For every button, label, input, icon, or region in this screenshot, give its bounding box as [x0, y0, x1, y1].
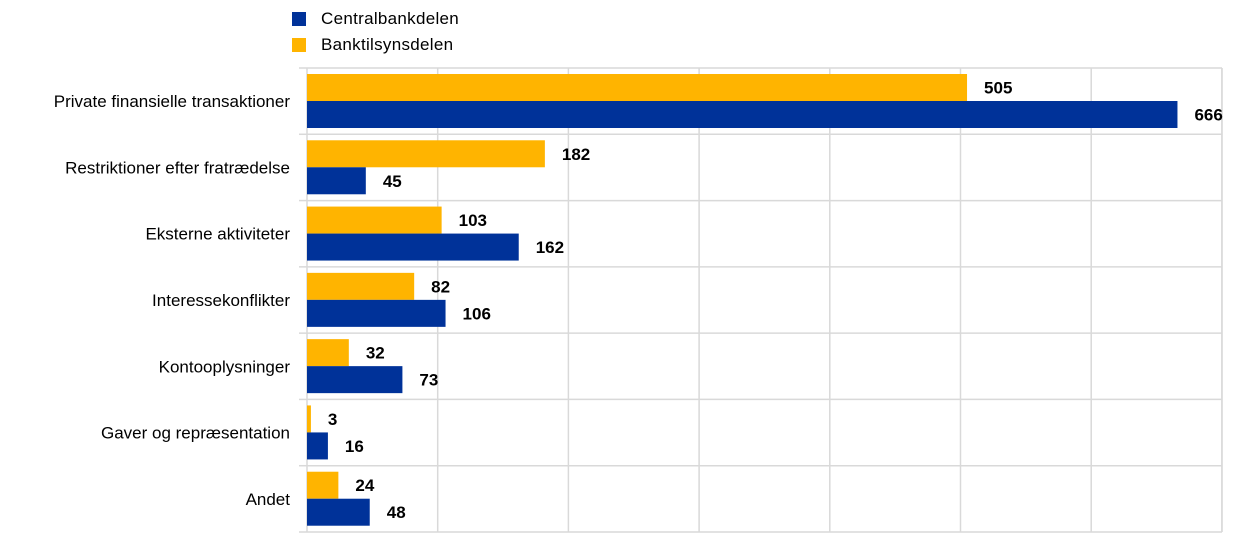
data-label: 45	[383, 172, 402, 191]
category-label: Eksterne aktiviteter	[145, 225, 290, 244]
legend-swatch-banktilsynsdelen	[292, 38, 306, 52]
data-label: 103	[459, 211, 487, 230]
chart-legend: Centralbankdelen Banktilsynsdelen	[292, 6, 459, 58]
data-label: 106	[463, 304, 491, 323]
bar-banktilsynsdelen	[307, 74, 968, 101]
category-label: Interessekonflikter	[152, 291, 290, 310]
legend-label-centralbankdelen: Centralbankdelen	[321, 9, 460, 28]
category-label: Gaver og repræsentation	[101, 424, 290, 443]
bar-banktilsynsdelen	[307, 471, 339, 499]
bar-centralbankdelen	[307, 101, 1178, 128]
category-label: Restriktioner efter fratrædelse	[65, 158, 290, 177]
bar-banktilsynsdelen	[307, 339, 349, 367]
data-label: 73	[419, 371, 438, 390]
bar-centralbankdelen	[307, 167, 366, 195]
data-label: 82	[431, 277, 450, 296]
data-label: 32	[366, 344, 385, 363]
legend-swatch-centralbankdelen	[292, 12, 306, 26]
category-label: Private finansielle transaktioner	[54, 92, 291, 111]
data-label: 3	[328, 410, 337, 429]
data-label: 24	[355, 476, 374, 495]
bar-banktilsynsdelen	[307, 272, 415, 300]
bar-centralbankdelen	[307, 299, 446, 327]
data-label: 48	[387, 503, 406, 522]
legend-item-banktilsynsdelen: Banktilsynsdelen	[292, 32, 459, 58]
data-label: 16	[345, 437, 364, 456]
bar-centralbankdelen	[307, 432, 328, 460]
data-label: 666	[1194, 106, 1222, 125]
bar-banktilsynsdelen	[307, 206, 442, 234]
category-label: Kontooplysninger	[159, 357, 291, 376]
data-label: 505	[984, 79, 1012, 98]
legend-label-banktilsynsdelen: Banktilsynsdelen	[321, 35, 454, 54]
legend-item-centralbankdelen: Centralbankdelen	[292, 6, 459, 32]
bar-centralbankdelen	[307, 366, 403, 394]
data-label: 162	[536, 238, 564, 257]
bar-banktilsynsdelen	[307, 140, 545, 168]
bar-centralbankdelen	[307, 233, 519, 261]
category-label: Andet	[246, 490, 291, 509]
bar-centralbankdelen	[307, 498, 370, 526]
bar-banktilsynsdelen	[307, 405, 311, 433]
data-label: 182	[562, 145, 590, 164]
